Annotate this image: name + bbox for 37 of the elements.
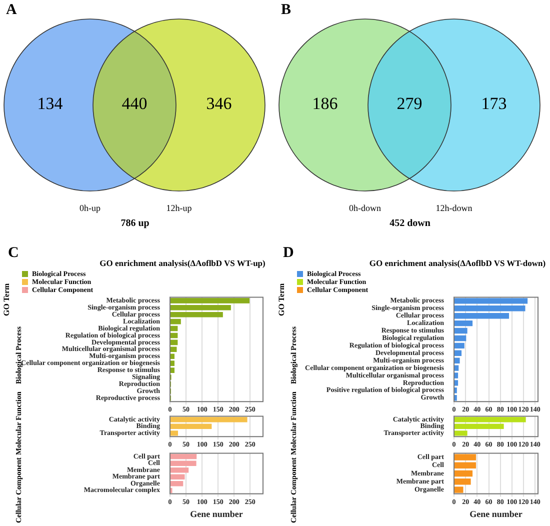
bar bbox=[454, 417, 526, 422]
data-label: 440 bbox=[120, 94, 148, 114]
bar bbox=[454, 470, 473, 477]
bar bbox=[170, 332, 178, 338]
bar bbox=[170, 417, 248, 422]
chart-title: GO enrichment analysis(ΔAoflbD VS WT-down) bbox=[368, 258, 547, 268]
x-axis-title: Gene number bbox=[190, 508, 243, 519]
bar bbox=[454, 462, 476, 468]
text: 452 down bbox=[388, 218, 432, 229]
data-label: 279 bbox=[396, 94, 424, 114]
data-label: 134 bbox=[36, 94, 64, 114]
bar bbox=[454, 486, 464, 493]
bar bbox=[170, 454, 197, 460]
bar bbox=[454, 454, 476, 460]
data-label: 173 bbox=[480, 94, 508, 114]
data-label: 346 bbox=[205, 94, 233, 114]
bar bbox=[454, 328, 468, 334]
category-label: 0h-down bbox=[348, 203, 382, 213]
text: 786 up bbox=[120, 218, 150, 229]
x-axis-title: Gene number bbox=[470, 508, 522, 519]
category-label: 0h-up bbox=[78, 203, 102, 213]
bar bbox=[170, 326, 178, 332]
text: GO Term bbox=[2, 282, 12, 318]
text: C bbox=[8, 245, 19, 262]
category-label: 12h-down bbox=[434, 203, 474, 213]
data-label: 186 bbox=[311, 94, 339, 114]
bar bbox=[454, 312, 510, 319]
text: D bbox=[283, 245, 294, 262]
bar bbox=[454, 478, 471, 485]
category-label: 12h-up bbox=[165, 203, 193, 213]
text: GO Term bbox=[277, 282, 287, 318]
bar bbox=[454, 342, 464, 349]
text: A bbox=[6, 2, 17, 19]
text: B bbox=[281, 2, 292, 19]
bar bbox=[454, 320, 473, 326]
chart-title: GO enrichment analysis(ΔAoflbD VS WT-up) bbox=[98, 258, 266, 268]
bar bbox=[454, 335, 466, 342]
